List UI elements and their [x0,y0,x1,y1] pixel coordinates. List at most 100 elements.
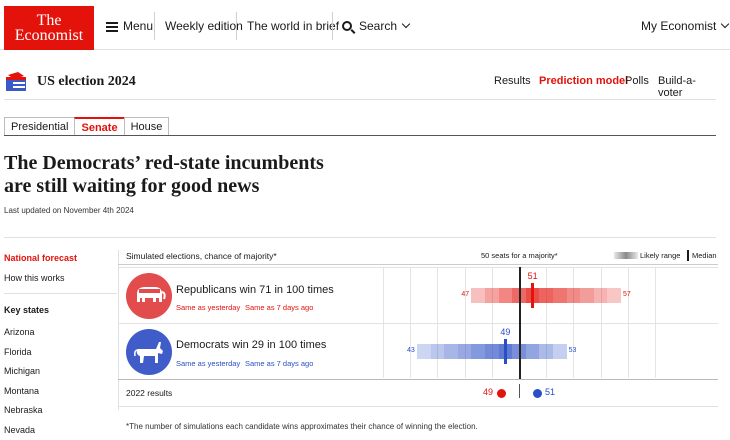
democrats-range-cell [457,344,472,359]
build-a-voter-link[interactable]: Build-a-voter [658,75,696,99]
chamber-tabs: Presidential Senate House [4,117,170,136]
nav-divider [332,12,333,40]
tabs-underline [4,135,716,136]
economist-logo[interactable]: The Economist [4,6,94,50]
account-label: My Economist [641,19,717,33]
republican-change-week: Same as 7 days ago [245,303,314,312]
results-2022-dem-value: 51 [545,387,556,397]
prediction-model-link[interactable]: Prediction model [539,75,629,87]
tab-presidential[interactable]: Presidential [4,117,76,136]
democrats-range-cell [444,344,458,359]
sidebar-item-montana[interactable]: Montana [4,386,40,396]
footnote: *The number of simulations each candidat… [126,422,478,431]
democrats-median-marker [503,339,507,364]
sidebar-divider [4,293,117,294]
majority-line [519,267,521,379]
results-rule [118,379,718,380]
republicans-range-low: 47 [461,291,470,298]
sidebar-item-nevada[interactable]: Nevada [4,425,36,435]
republican-change-yesterday: Same as yesterday [176,303,241,312]
republicans-median-label: 51 [527,271,538,281]
republicans-range-high: 57 [623,291,631,298]
last-updated: Last updated on November 4th 2024 [4,206,134,215]
democrats-range-high: 53 [568,347,577,354]
likely-range-label: Likely range [640,251,681,260]
top-navigation: The Economist Menu Weekly edition The wo… [0,0,730,50]
democrats-range-cell [525,344,540,359]
results-link[interactable]: Results [494,75,531,87]
my-economist-button[interactable]: My Economist [641,19,730,33]
results-2022-rep-dot [497,389,506,398]
majority-label: 50 seats for a majority* [481,251,558,260]
hamburger-icon [106,20,118,34]
key-states-heading: Key states [4,305,50,315]
democrat-chance: Democrats win 29 in 100 times [176,339,327,351]
democrats-range-cell [471,344,485,359]
sidebar-item-how-this-works[interactable]: How this works [4,273,65,283]
results-majority-tick [519,384,520,398]
democrats-range-low: 43 [407,347,415,354]
world-in-brief-link[interactable]: The world in brief [247,19,340,33]
democrats-range-cell [539,344,553,359]
democrats-median-label: 49 [500,327,511,337]
page-title: The Democrats’ red-state incumbents are … [4,152,344,198]
headline-line-1: The Democrats’ red-state incumbents [4,152,324,174]
sidebar-item-florida[interactable]: Florida [4,347,32,357]
republicans-range-cell [607,288,621,303]
republicans-range-cell [471,288,485,303]
likely-range-swatch [614,252,638,259]
democrat-change-yesterday: Same as yesterday [176,359,241,368]
content-divider [4,237,716,238]
republicans-median-marker [531,283,535,308]
republicans-range-cell [566,288,581,303]
section-title: US election 2024 [37,74,136,89]
tab-house[interactable]: House [123,117,170,136]
footnote-rule [118,406,718,407]
search-label: Search [359,19,398,33]
republicans-range-cell [512,288,526,303]
elephant-icon [126,273,172,319]
forecast-title: Simulated elections, chance of majority* [126,251,277,261]
republicans-range-cell [539,288,553,303]
nav-divider [236,12,237,40]
median-label: Median [692,251,717,260]
polls-link[interactable]: Polls [625,75,649,87]
republicans-range-cell [593,288,608,303]
forecast-top-rule [118,264,718,265]
democrats-range-cell [417,344,431,359]
donkey-icon [126,329,172,375]
row-divider [118,323,718,324]
weekly-edition-link[interactable]: Weekly edition [165,19,243,33]
row-divider [118,267,718,268]
republicans-range-cell [580,288,594,303]
sidebar-border [118,250,119,410]
democrat-change-week: Same as 7 days ago [245,359,314,368]
democrats-range-cell [512,344,526,359]
menu-label: Menu [123,19,154,33]
results-2022-rep-value: 49 [483,387,494,397]
headline-line-2: are still waiting for good news [4,175,260,197]
chevron-down-icon [401,19,411,29]
search-icon [342,21,352,31]
chevron-down-icon [721,19,730,29]
sidebar-item-michigan[interactable]: Michigan [4,366,41,376]
democrats-range-cell [553,344,567,359]
sidebar-item-arizona[interactable]: Arizona [4,327,35,337]
search-button[interactable]: Search [342,19,411,33]
republicans-range-cell [485,288,499,303]
tab-senate[interactable]: Senate [74,117,125,136]
republicans-range-cell [498,288,513,303]
results-2022-label: 2022 results [126,388,173,398]
logo-line-1: The [36,12,62,29]
democrats-range-cell [485,344,499,359]
democrats-range-cell [430,344,445,359]
republican-chance: Republicans win 71 in 100 times [176,284,334,296]
logo-line-2: Economist [14,27,84,44]
sidebar-item-national-forecast[interactable]: National forecast [4,253,78,263]
menu-button[interactable]: Menu [106,19,153,34]
ballot-box-icon [6,72,26,91]
sidebar-item-nebraska[interactable]: Nebraska [4,405,43,415]
median-swatch [687,250,689,261]
nav-divider [154,12,155,40]
election-section-header: US election 2024 Results Prediction mode… [4,60,716,100]
